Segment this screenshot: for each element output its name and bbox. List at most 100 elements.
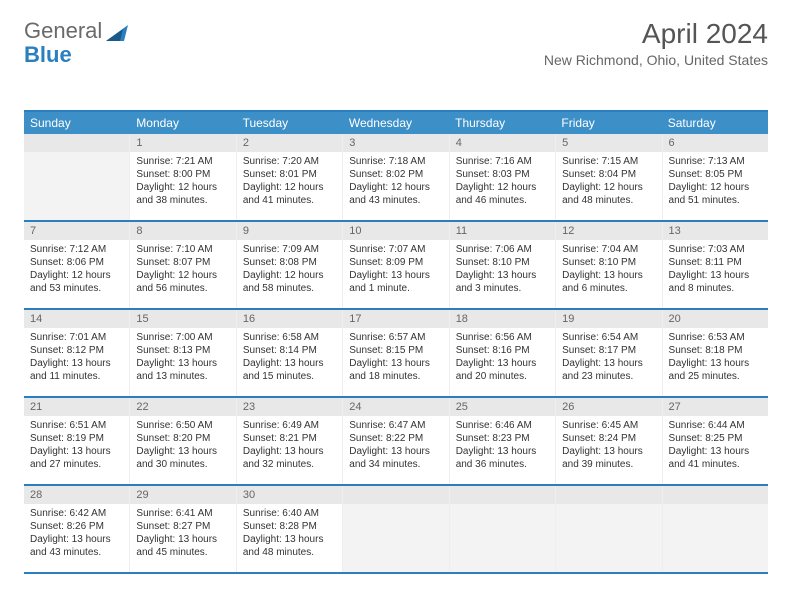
month-title: April 2024 — [544, 18, 768, 50]
day-line: Sunrise: 7:13 AM — [669, 155, 762, 168]
day-line: Sunset: 8:08 PM — [243, 256, 336, 269]
day-number: 27 — [663, 398, 768, 416]
day-line: and 25 minutes. — [669, 370, 762, 383]
day-line: Sunrise: 6:51 AM — [30, 419, 123, 432]
day-line: Sunset: 8:02 PM — [349, 168, 442, 181]
day-line: Daylight: 13 hours — [562, 445, 655, 458]
day-cell: 18Sunrise: 6:56 AMSunset: 8:16 PMDayligh… — [450, 310, 556, 396]
day-body: Sunrise: 6:49 AMSunset: 8:21 PMDaylight:… — [237, 416, 342, 476]
day-line: Daylight: 13 hours — [30, 445, 123, 458]
day-line: Daylight: 13 hours — [136, 445, 229, 458]
day-line: Sunset: 8:22 PM — [349, 432, 442, 445]
day-line: Sunset: 8:21 PM — [243, 432, 336, 445]
day-line: and 11 minutes. — [30, 370, 123, 383]
day-line: Sunrise: 7:00 AM — [136, 331, 229, 344]
day-line: Daylight: 13 hours — [136, 533, 229, 546]
day-cell: 6Sunrise: 7:13 AMSunset: 8:05 PMDaylight… — [663, 134, 768, 220]
day-body: Sunrise: 6:41 AMSunset: 8:27 PMDaylight:… — [130, 504, 235, 564]
day-body: Sunrise: 7:15 AMSunset: 8:04 PMDaylight:… — [556, 152, 661, 212]
day-cell: 20Sunrise: 6:53 AMSunset: 8:18 PMDayligh… — [663, 310, 768, 396]
day-line: Sunrise: 6:56 AM — [456, 331, 549, 344]
day-body: Sunrise: 7:16 AMSunset: 8:03 PMDaylight:… — [450, 152, 555, 212]
day-number: 6 — [663, 134, 768, 152]
day-line: Sunrise: 6:45 AM — [562, 419, 655, 432]
title-block: April 2024 New Richmond, Ohio, United St… — [544, 18, 768, 68]
day-line: Daylight: 13 hours — [456, 445, 549, 458]
day-line: Daylight: 13 hours — [30, 533, 123, 546]
weekday-header: Tuesday — [237, 112, 343, 134]
day-line: Sunset: 8:24 PM — [562, 432, 655, 445]
day-line: Sunrise: 7:09 AM — [243, 243, 336, 256]
day-line: Daylight: 13 hours — [562, 269, 655, 282]
day-line: and 41 minutes. — [669, 458, 762, 471]
day-line: Sunrise: 7:03 AM — [669, 243, 762, 256]
day-line: Daylight: 13 hours — [243, 445, 336, 458]
weekday-header: Friday — [555, 112, 661, 134]
day-line: and 36 minutes. — [456, 458, 549, 471]
day-number: 24 — [343, 398, 448, 416]
day-line: Sunset: 8:11 PM — [669, 256, 762, 269]
day-body: Sunrise: 6:53 AMSunset: 8:18 PMDaylight:… — [663, 328, 768, 388]
day-body: Sunrise: 7:01 AMSunset: 8:12 PMDaylight:… — [24, 328, 129, 388]
day-cell — [556, 486, 662, 572]
day-line: Sunset: 8:04 PM — [562, 168, 655, 181]
weekday-header: Saturday — [662, 112, 768, 134]
day-body: Sunrise: 6:44 AMSunset: 8:25 PMDaylight:… — [663, 416, 768, 476]
day-cell: 21Sunrise: 6:51 AMSunset: 8:19 PMDayligh… — [24, 398, 130, 484]
day-line: Sunrise: 6:57 AM — [349, 331, 442, 344]
day-cell: 5Sunrise: 7:15 AMSunset: 8:04 PMDaylight… — [556, 134, 662, 220]
week-row: 28Sunrise: 6:42 AMSunset: 8:26 PMDayligh… — [24, 486, 768, 574]
day-number-empty — [343, 486, 448, 504]
day-body: Sunrise: 6:58 AMSunset: 8:14 PMDaylight:… — [237, 328, 342, 388]
day-cell — [343, 486, 449, 572]
header: General April 2024 New Richmond, Ohio, U… — [24, 18, 768, 68]
day-number: 20 — [663, 310, 768, 328]
day-body: Sunrise: 7:21 AMSunset: 8:00 PMDaylight:… — [130, 152, 235, 212]
day-cell: 30Sunrise: 6:40 AMSunset: 8:28 PMDayligh… — [237, 486, 343, 572]
day-body: Sunrise: 7:10 AMSunset: 8:07 PMDaylight:… — [130, 240, 235, 300]
day-cell: 9Sunrise: 7:09 AMSunset: 8:08 PMDaylight… — [237, 222, 343, 308]
day-line: Sunrise: 7:01 AM — [30, 331, 123, 344]
day-number: 22 — [130, 398, 235, 416]
day-line: Sunset: 8:05 PM — [669, 168, 762, 181]
day-line: Sunset: 8:27 PM — [136, 520, 229, 533]
day-line: Daylight: 12 hours — [243, 269, 336, 282]
day-line: Daylight: 12 hours — [349, 181, 442, 194]
day-body: Sunrise: 7:13 AMSunset: 8:05 PMDaylight:… — [663, 152, 768, 212]
day-cell: 24Sunrise: 6:47 AMSunset: 8:22 PMDayligh… — [343, 398, 449, 484]
day-line: Sunset: 8:26 PM — [30, 520, 123, 533]
day-number: 30 — [237, 486, 342, 504]
day-line: Daylight: 13 hours — [562, 357, 655, 370]
day-line: and 34 minutes. — [349, 458, 442, 471]
day-line: Sunset: 8:28 PM — [243, 520, 336, 533]
day-cell: 25Sunrise: 6:46 AMSunset: 8:23 PMDayligh… — [450, 398, 556, 484]
day-cell: 27Sunrise: 6:44 AMSunset: 8:25 PMDayligh… — [663, 398, 768, 484]
day-line: and 45 minutes. — [136, 546, 229, 559]
day-cell: 28Sunrise: 6:42 AMSunset: 8:26 PMDayligh… — [24, 486, 130, 572]
day-line: Sunrise: 7:10 AM — [136, 243, 229, 256]
day-line: Sunset: 8:10 PM — [562, 256, 655, 269]
day-body: Sunrise: 7:20 AMSunset: 8:01 PMDaylight:… — [237, 152, 342, 212]
day-body: Sunrise: 7:09 AMSunset: 8:08 PMDaylight:… — [237, 240, 342, 300]
week-row: 14Sunrise: 7:01 AMSunset: 8:12 PMDayligh… — [24, 310, 768, 398]
day-number: 7 — [24, 222, 129, 240]
day-line: Sunrise: 6:40 AM — [243, 507, 336, 520]
day-cell: 29Sunrise: 6:41 AMSunset: 8:27 PMDayligh… — [130, 486, 236, 572]
day-line: Sunrise: 6:49 AM — [243, 419, 336, 432]
weekday-header: Monday — [130, 112, 236, 134]
day-cell: 17Sunrise: 6:57 AMSunset: 8:15 PMDayligh… — [343, 310, 449, 396]
day-line: Sunset: 8:09 PM — [349, 256, 442, 269]
day-line: Sunset: 8:14 PM — [243, 344, 336, 357]
day-line: Daylight: 12 hours — [30, 269, 123, 282]
day-cell — [450, 486, 556, 572]
day-number: 21 — [24, 398, 129, 416]
day-body: Sunrise: 7:07 AMSunset: 8:09 PMDaylight:… — [343, 240, 448, 300]
day-line: Sunrise: 6:42 AM — [30, 507, 123, 520]
day-line: Sunrise: 7:20 AM — [243, 155, 336, 168]
day-line: Daylight: 13 hours — [669, 357, 762, 370]
location-text: New Richmond, Ohio, United States — [544, 52, 768, 68]
day-cell: 13Sunrise: 7:03 AMSunset: 8:11 PMDayligh… — [663, 222, 768, 308]
day-number: 5 — [556, 134, 661, 152]
day-body: Sunrise: 7:12 AMSunset: 8:06 PMDaylight:… — [24, 240, 129, 300]
day-number-empty — [24, 134, 129, 152]
